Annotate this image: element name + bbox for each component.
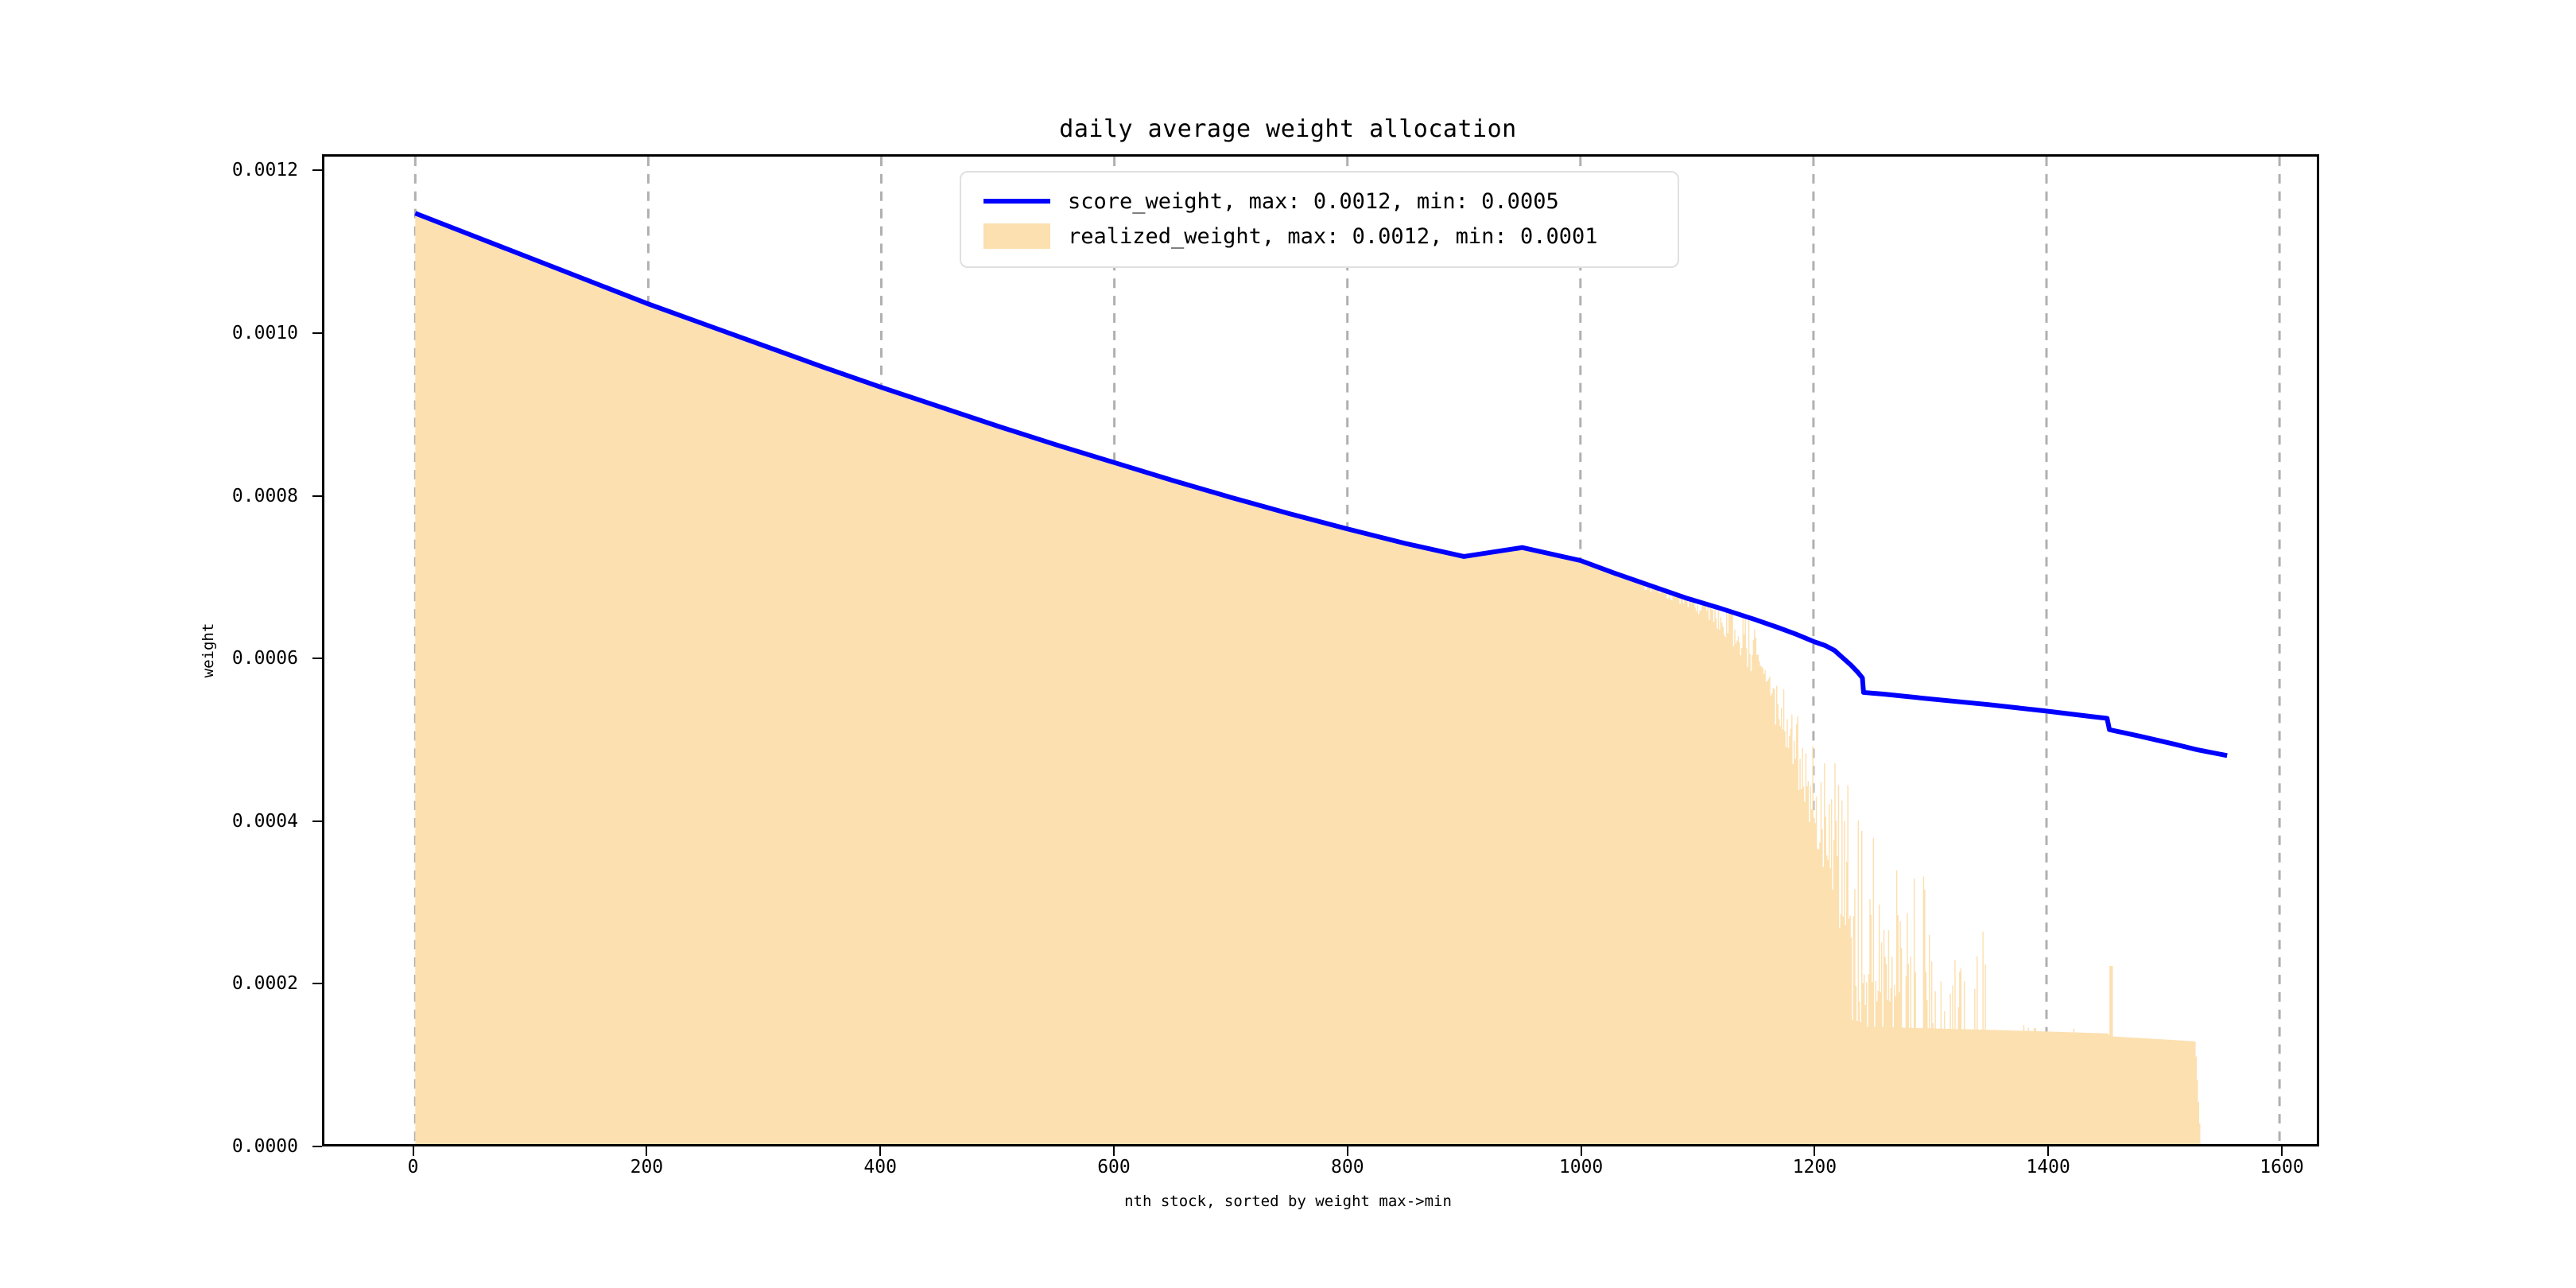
y-axis-tick-mark [312, 169, 322, 171]
plot-svg [324, 157, 2317, 1144]
x-axis-tick-mark [1814, 1146, 1815, 1156]
x-axis-tick-mark [2281, 1146, 2283, 1156]
y-axis-label: weight [200, 623, 217, 678]
legend-label-score-weight: score_weight, max: 0.0012, min: 0.0005 [1068, 189, 1559, 214]
x-axis-label: nth stock, sorted by weight max->min [0, 1193, 2576, 1210]
y-axis-tick-label: 0.0002 [232, 973, 298, 994]
x-axis-tick-mark [1581, 1146, 1582, 1156]
x-axis-tick-label: 800 [1331, 1157, 1364, 1177]
legend-line-swatch-icon [979, 199, 1055, 204]
legend-entry-realized-weight[interactable]: realized_weight, max: 0.0012, min: 0.000… [979, 219, 1660, 254]
page-title: daily average weight allocation [0, 115, 2576, 143]
x-axis-tick-mark [1113, 1146, 1115, 1156]
chart-legend[interactable]: score_weight, max: 0.0012, min: 0.0005 r… [960, 171, 1679, 268]
y-axis-tick-mark [312, 658, 322, 659]
x-axis-tick-mark [879, 1146, 881, 1156]
y-axis-tick-label: 0.0008 [232, 486, 298, 506]
y-axis-tick-label: 0.0010 [232, 323, 298, 343]
x-axis-tick-label: 1400 [2026, 1157, 2070, 1177]
y-axis-tick-mark [312, 983, 322, 984]
y-axis-tick-label: 0.0012 [232, 160, 298, 180]
y-axis-tick-mark [312, 495, 322, 497]
y-axis-tick-label: 0.0004 [232, 811, 298, 832]
x-axis-tick-mark [1347, 1146, 1348, 1156]
y-axis-tick-mark [312, 821, 322, 822]
legend-entry-score-weight[interactable]: score_weight, max: 0.0012, min: 0.0005 [979, 184, 1660, 219]
y-axis-tick-mark [312, 332, 322, 334]
x-axis-tick-mark [646, 1146, 647, 1156]
legend-label-realized-weight: realized_weight, max: 0.0012, min: 0.000… [1068, 224, 1597, 249]
x-axis-tick-label: 1600 [2260, 1157, 2303, 1177]
y-axis-tick-label: 0.0000 [232, 1136, 298, 1157]
x-axis-tick-mark [413, 1146, 414, 1156]
x-axis-tick-label: 200 [630, 1157, 664, 1177]
x-axis-tick-label: 1000 [1559, 1157, 1603, 1177]
x-axis-tick-label: 600 [1097, 1157, 1131, 1177]
x-axis-tick-label: 1200 [1793, 1157, 1837, 1177]
x-axis-tick-label: 400 [863, 1157, 897, 1177]
legend-patch-swatch-icon [979, 223, 1055, 249]
x-axis-tick-label: 0 [408, 1157, 419, 1177]
realized-weight-area [415, 213, 2202, 1144]
figure-canvas: daily average weight allocation 0.0000 0.… [0, 0, 2576, 1288]
x-axis-tick-mark [2047, 1146, 2049, 1156]
plot-area [322, 154, 2319, 1146]
y-axis-tick-mark [312, 1146, 322, 1147]
y-axis-tick-label: 0.0006 [232, 648, 298, 669]
